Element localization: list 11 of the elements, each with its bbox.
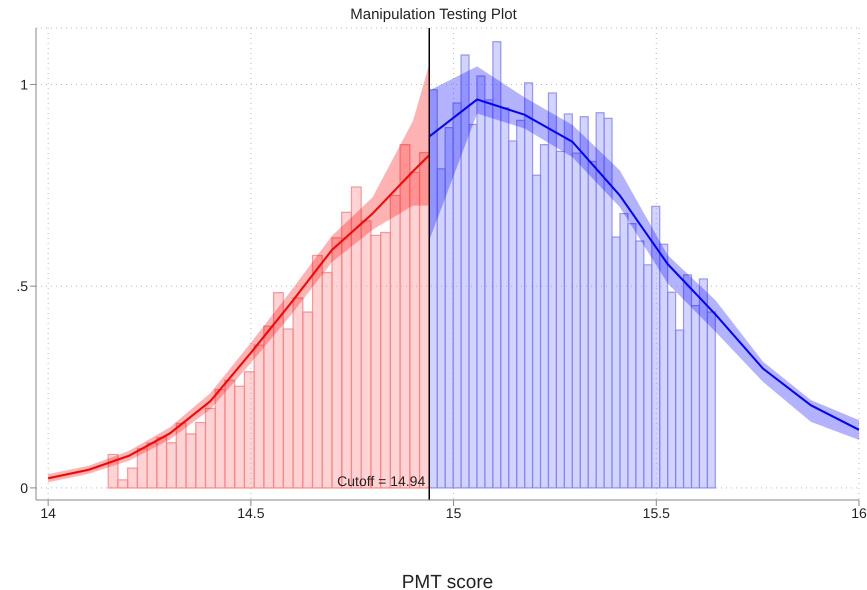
y-tick-label: .5	[16, 278, 28, 294]
chart-title: Manipulation Testing Plot	[349, 6, 518, 23]
x-tick-label: 16	[851, 504, 867, 521]
x-axis-title: PMT score	[402, 572, 494, 590]
y-tick-label: 1	[20, 76, 28, 92]
y-tick-label: 0	[20, 480, 28, 496]
x-tick-label: 14	[40, 504, 56, 521]
x-tick-label: 14.5	[237, 504, 265, 521]
x-tick-label: 15	[446, 504, 462, 521]
ref-line-label: Cutoff = 14.94	[337, 473, 426, 489]
x-tick-label: 15.5	[642, 504, 670, 521]
